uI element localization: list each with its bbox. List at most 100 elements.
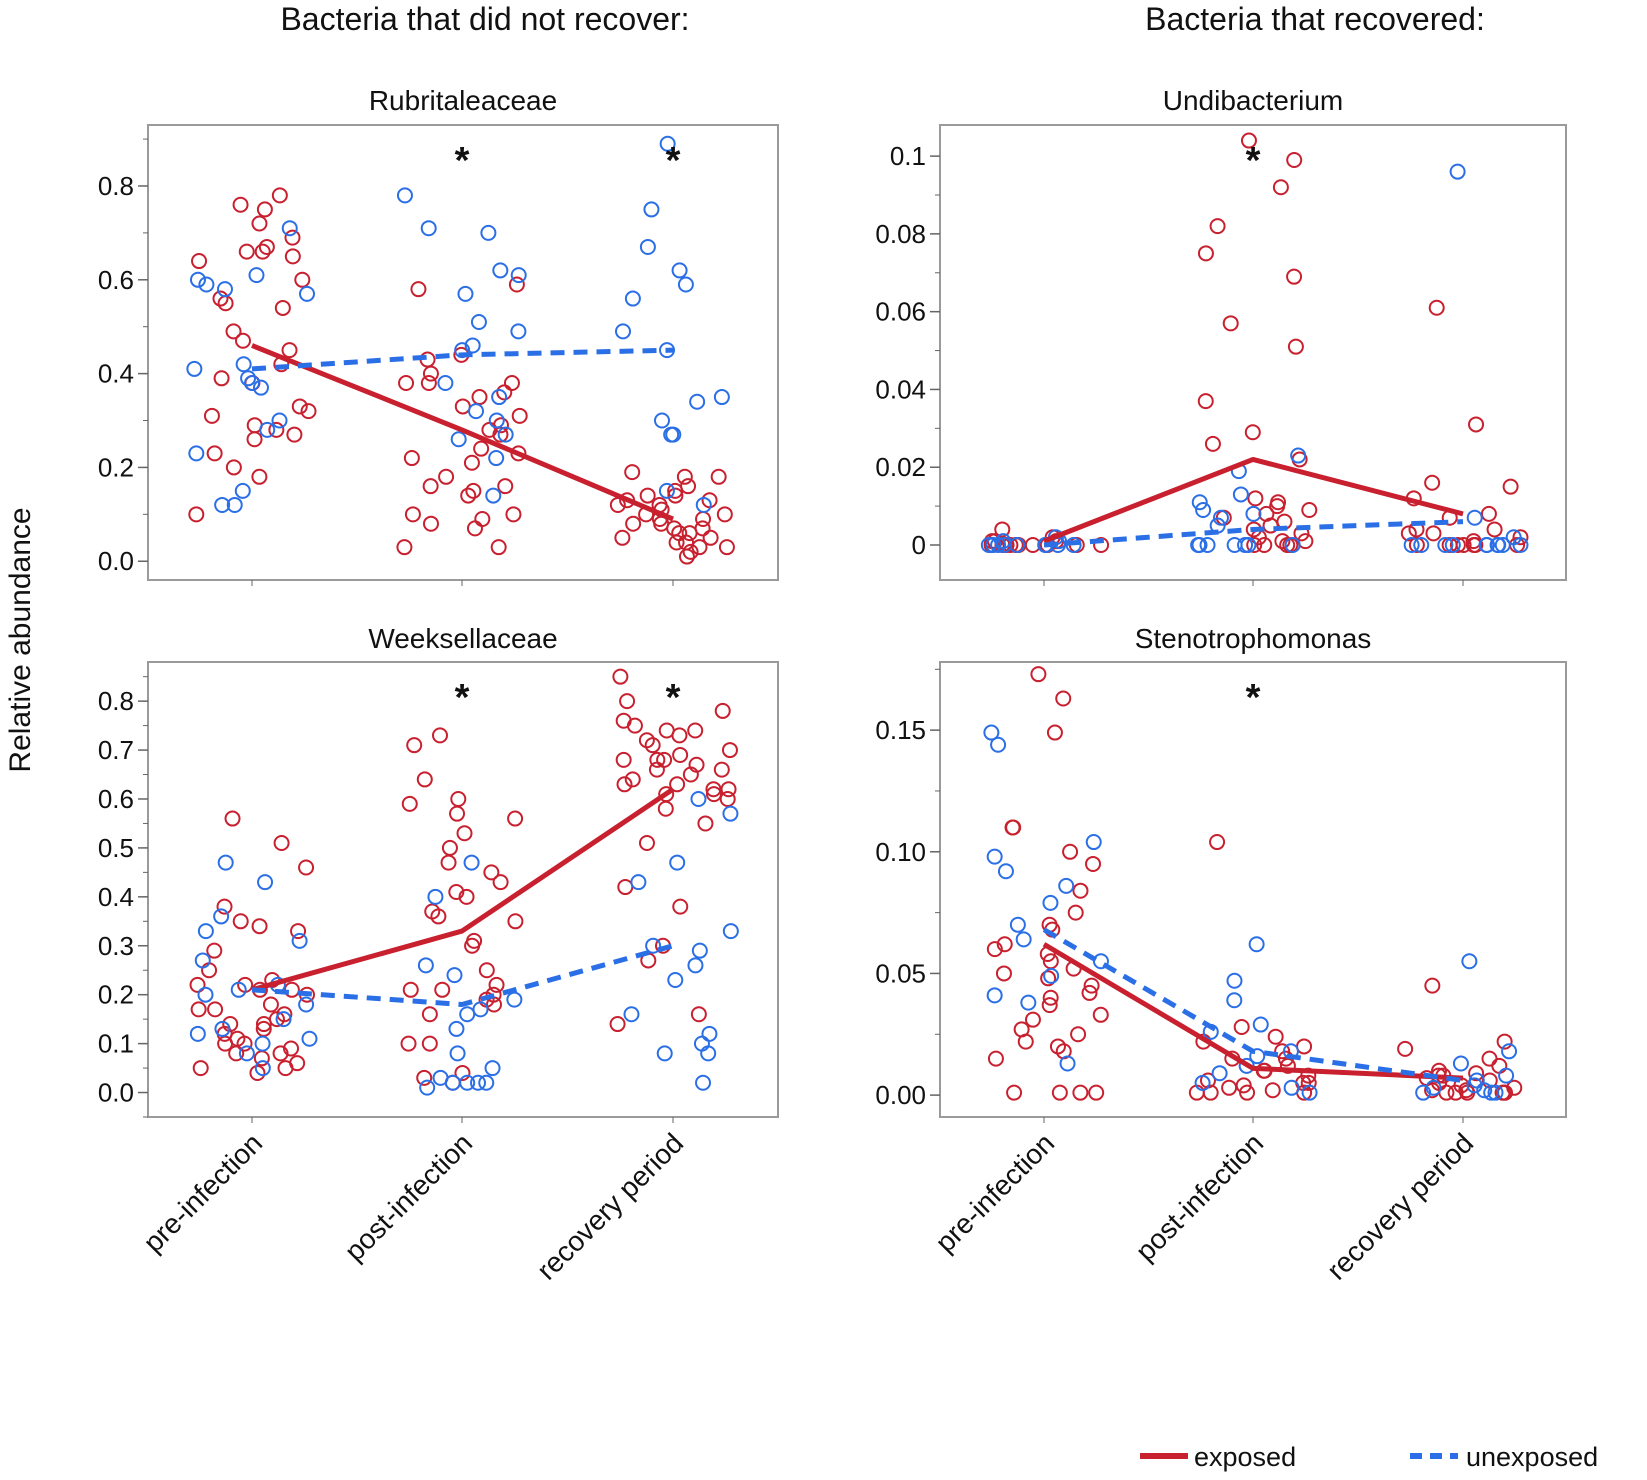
y-tick-label: 0.06 <box>875 297 926 327</box>
unexposed-point <box>459 1006 476 1023</box>
exposed-point <box>507 810 524 827</box>
unexposed-mean-line <box>251 347 674 372</box>
unexposed-mean-line <box>1043 519 1464 548</box>
exposed-point <box>687 722 704 739</box>
panel-title: Rubritaleaceae <box>369 85 557 116</box>
unexposed-point <box>1283 1079 1300 1096</box>
y-tick-label: 0.0 <box>98 1078 134 1108</box>
exposed-point <box>638 835 655 852</box>
exposed-point <box>1042 989 1059 1006</box>
unexposed-point <box>419 1079 436 1096</box>
exposed-point <box>403 450 420 467</box>
exposed-point <box>492 874 509 891</box>
unexposed-point <box>700 1045 717 1062</box>
exposed-point <box>478 962 495 979</box>
unexposed-point <box>488 450 505 467</box>
exposed-point <box>225 459 242 476</box>
unexposed-point <box>990 537 1007 553</box>
exposed-point <box>616 776 633 793</box>
unexposed-point <box>230 981 247 998</box>
exposed-point <box>410 281 427 298</box>
unexposed-point <box>1425 1079 1442 1096</box>
exposed-point <box>624 771 641 788</box>
unexposed-point <box>653 412 670 429</box>
exposed-point <box>281 342 298 359</box>
unexposed-point <box>243 374 260 391</box>
exposed-point <box>416 771 433 788</box>
unexposed-point <box>1195 502 1212 518</box>
exposed-mean-line <box>251 787 675 993</box>
unexposed-point <box>658 482 675 499</box>
x-category-label: pre-infection <box>929 1127 1060 1258</box>
exposed-point <box>262 996 279 1013</box>
exposed-point <box>251 918 268 935</box>
exposed-point <box>471 389 488 406</box>
exposed-point <box>298 859 315 876</box>
exposed-point <box>1209 218 1226 235</box>
unexposed-point <box>1199 537 1216 553</box>
unexposed-point <box>235 356 252 373</box>
unexposed-point <box>1226 537 1243 553</box>
unexposed-point <box>459 1074 476 1091</box>
exposed-point <box>682 766 699 783</box>
unexposed-point <box>271 412 288 429</box>
unexposed-point <box>463 854 480 871</box>
unexposed-point <box>1252 1016 1269 1033</box>
unexposed-point <box>488 412 505 429</box>
exposed-point <box>1300 1074 1317 1091</box>
exposed-point <box>668 534 685 551</box>
exposed-point <box>1088 1084 1105 1101</box>
exposed-point <box>1197 393 1214 410</box>
exposed-point <box>490 539 507 556</box>
x-category-label: recovery period <box>531 1127 689 1285</box>
exposed-point <box>995 965 1012 982</box>
exposed-point <box>714 702 731 719</box>
exposed-point <box>1083 977 1100 994</box>
exposed-point <box>256 201 273 218</box>
unexposed-point <box>643 201 660 218</box>
exposed-point <box>1496 1033 1513 1050</box>
unexposed-point <box>417 957 434 974</box>
unexposed-point <box>217 854 234 871</box>
exposed-point <box>456 825 473 842</box>
unexposed-point <box>234 482 251 499</box>
exposed-point <box>404 506 421 523</box>
y-tick-label: 0.8 <box>98 171 134 201</box>
unexposed-point <box>510 267 527 284</box>
significance-marker: * <box>455 140 470 182</box>
exposed-point <box>277 1060 294 1077</box>
unexposed-point <box>248 267 265 284</box>
exposed-point <box>421 1006 438 1023</box>
panel-title: Stenotrophomonas <box>1135 623 1372 654</box>
y-tick-label: 0.6 <box>98 265 134 295</box>
exposed-point <box>649 751 666 768</box>
exposed-point <box>458 888 475 905</box>
unexposed-point <box>254 1060 271 1077</box>
exposed-point <box>300 403 317 420</box>
exposed-point <box>251 468 268 485</box>
unexposed-point <box>1249 1048 1266 1065</box>
y-tick-label: 0.4 <box>98 359 134 389</box>
y-tick-label: 0.5 <box>98 833 134 863</box>
unexposed-point <box>470 314 487 331</box>
unexposed-point <box>186 360 203 377</box>
unexposed-point <box>1248 936 1265 953</box>
unexposed-point <box>470 1074 487 1091</box>
unexposed-point <box>990 736 1007 753</box>
unexposed-point <box>1226 992 1243 1009</box>
exposed-mean-line <box>1042 942 1464 1081</box>
exposed-point <box>1486 521 1503 538</box>
exposed-point <box>702 529 719 546</box>
unexposed-point <box>663 426 680 443</box>
legend-exposed-label: exposed <box>1194 1442 1296 1472</box>
exposed-point <box>719 790 736 807</box>
exposed-point <box>430 908 447 925</box>
exposed-point <box>1247 490 1264 507</box>
exposed-point <box>1030 666 1047 683</box>
exposed-point <box>232 196 249 213</box>
unexposed-point <box>301 1030 318 1047</box>
unexposed-point <box>216 281 233 298</box>
significance-marker: * <box>1246 140 1261 182</box>
exposed-point <box>438 468 455 485</box>
exposed-point <box>1246 537 1263 553</box>
